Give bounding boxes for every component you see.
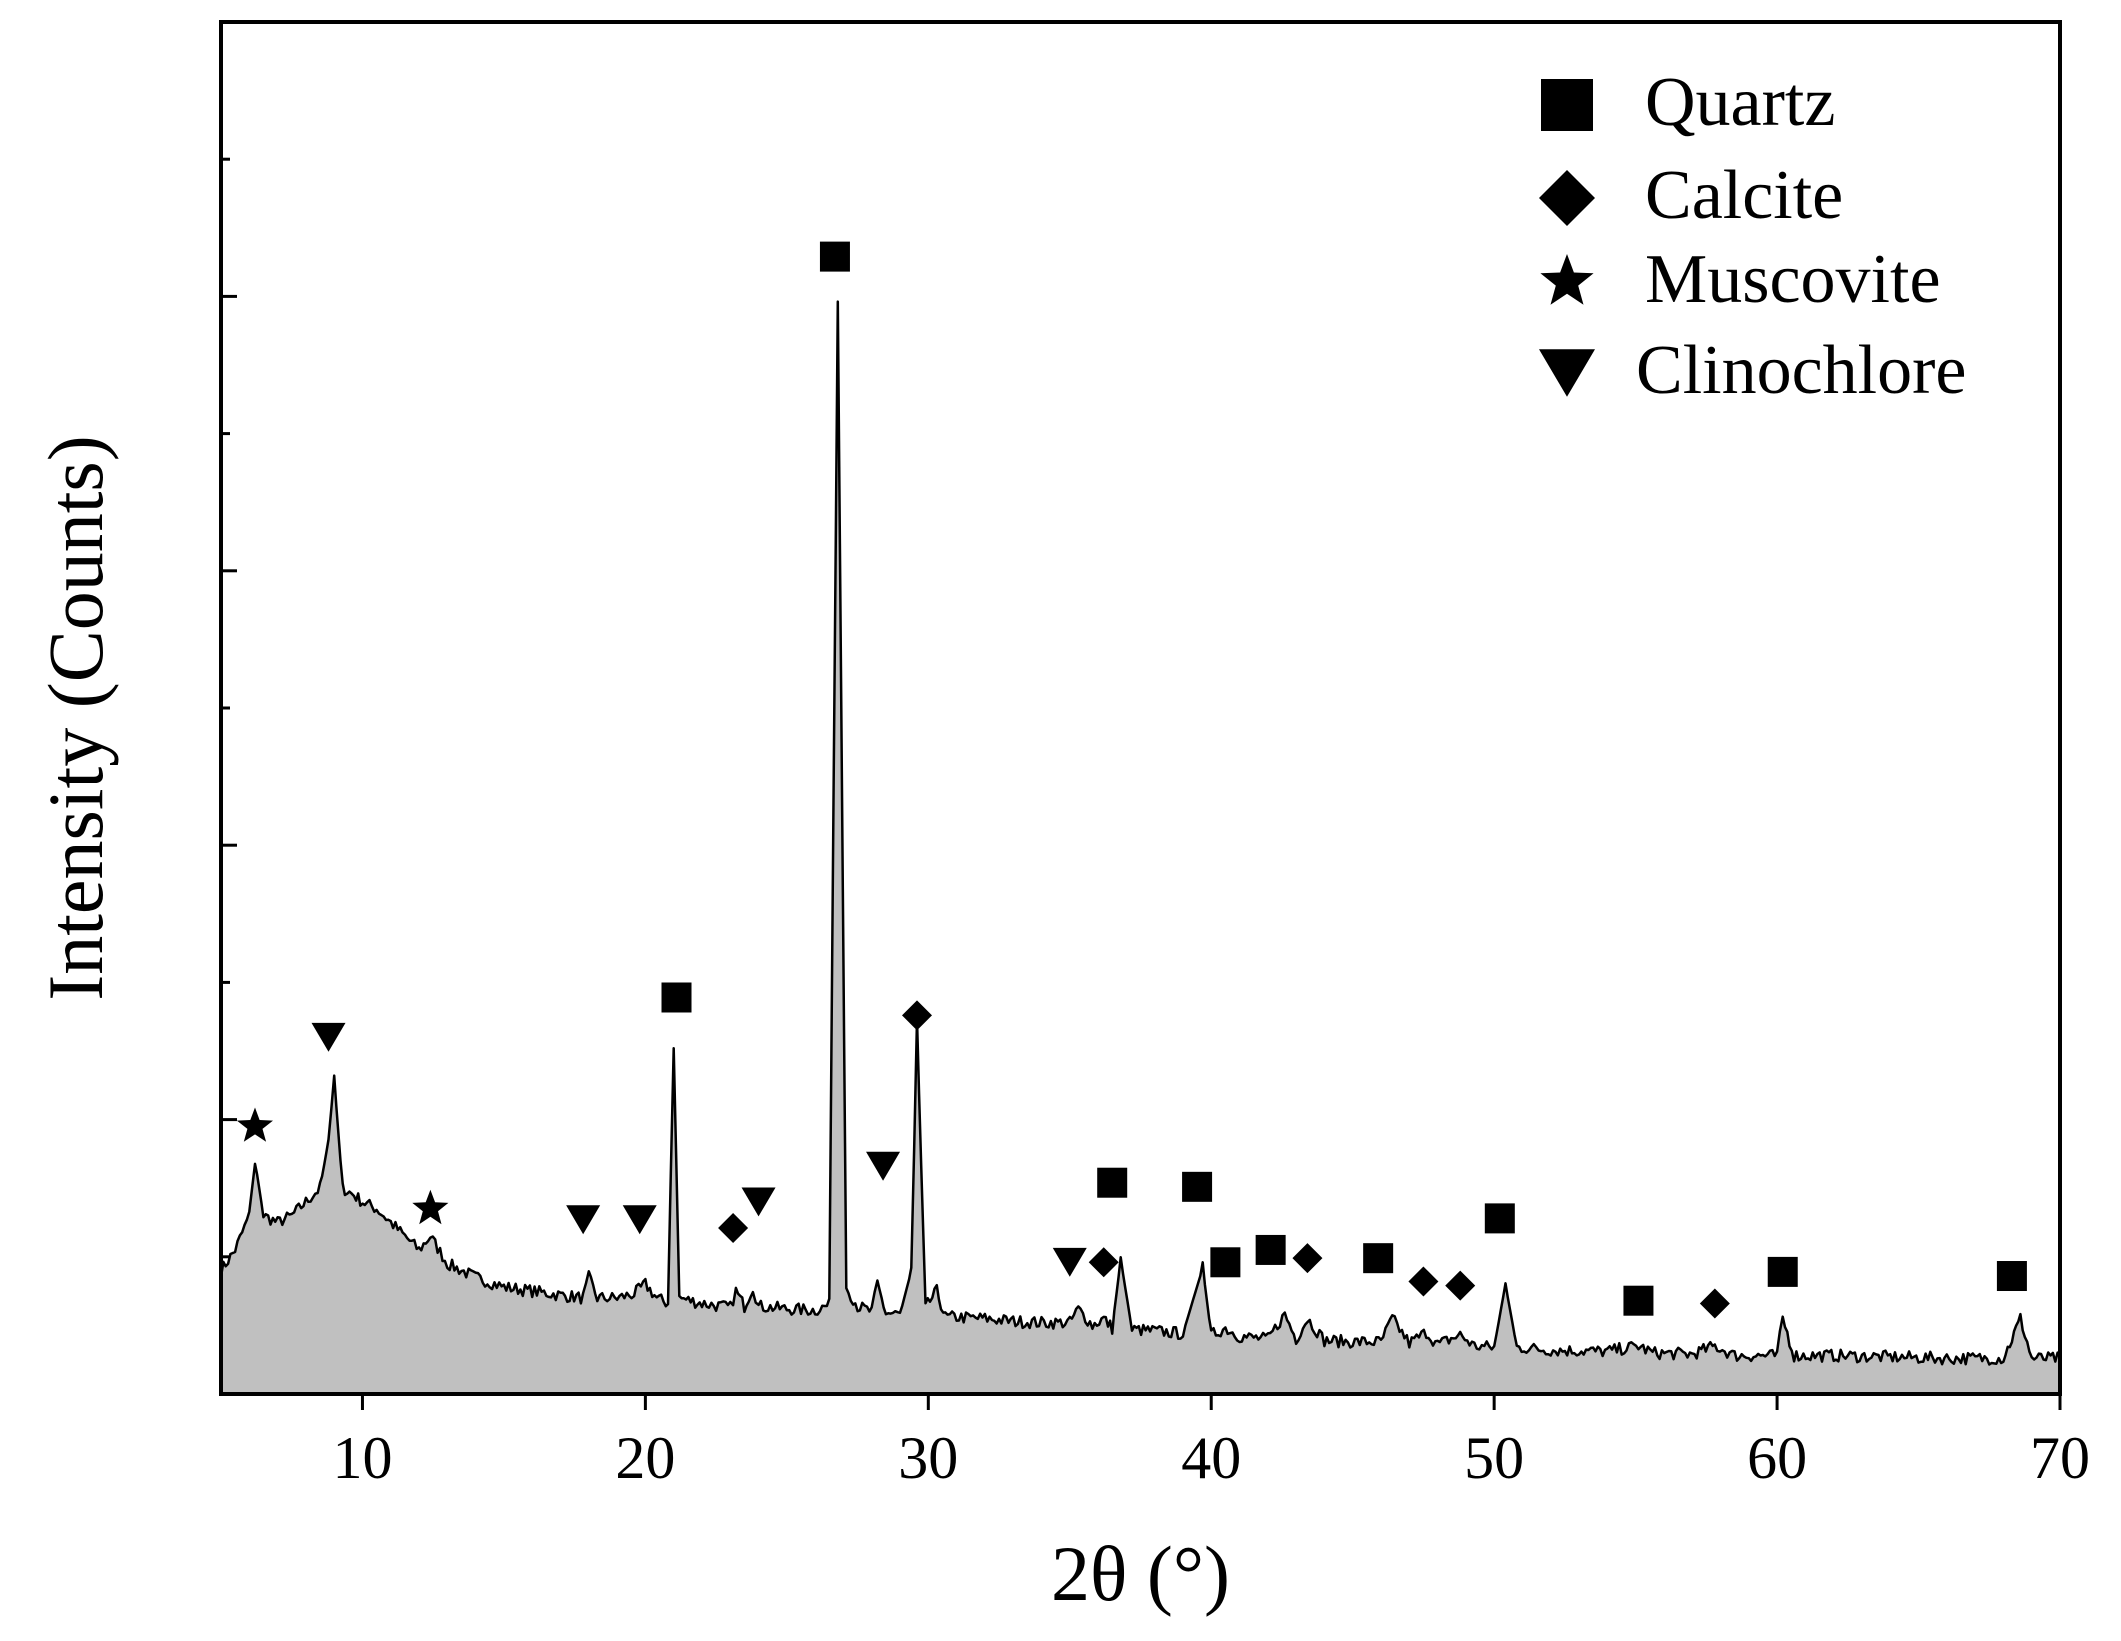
quartz-peak-marker	[1097, 1167, 1128, 1198]
calcite-peak-marker	[1445, 1270, 1476, 1301]
x-tick-label: 60	[1747, 1425, 1807, 1491]
clinochlore-peak-marker	[1052, 1247, 1087, 1277]
axes: 10 20 30 40 50 60 70	[221, 157, 2090, 1491]
x-tick-label: 50	[1464, 1425, 1524, 1491]
plot-area	[219, 300, 2062, 1395]
quartz-peak-marker	[1210, 1247, 1241, 1278]
x-tick-label: 30	[898, 1425, 958, 1491]
legend-item-muscovite: Muscovite	[1540, 241, 1941, 318]
x-tick-label: 70	[2030, 1425, 2090, 1491]
x-tick-label: 20	[615, 1425, 675, 1491]
x-tick-label: 40	[1181, 1425, 1241, 1491]
clinochlore-peak-marker	[566, 1205, 601, 1235]
diamond-icon	[1539, 170, 1595, 226]
calcite-peak-marker	[1088, 1247, 1119, 1278]
square-icon	[1541, 79, 1593, 131]
x-axis-title: 2θ (°)	[1051, 1530, 1230, 1617]
quartz-peak-marker	[1484, 1203, 1515, 1234]
triangle-down-icon	[1539, 349, 1595, 397]
clinochlore-peak-marker	[311, 1022, 346, 1052]
clinochlore-peak-marker	[866, 1151, 901, 1181]
muscovite-peak-marker	[412, 1189, 449, 1225]
quartz-peak-marker	[1623, 1285, 1654, 1316]
legend-item-quartz: Quartz	[1541, 64, 1835, 141]
legend-label: Quartz	[1645, 64, 1835, 141]
calcite-peak-marker	[901, 1000, 932, 1031]
diffraction-line	[219, 300, 2062, 1366]
quartz-peak-marker	[1255, 1234, 1286, 1265]
star-icon	[1540, 254, 1594, 305]
quartz-peak-marker	[1182, 1171, 1213, 1202]
legend-item-calcite: Calcite	[1539, 157, 1843, 234]
calcite-peak-marker	[718, 1212, 749, 1243]
legend-item-clinochlore: Clinochlore	[1539, 332, 1966, 409]
clinochlore-peak-marker	[741, 1187, 776, 1217]
calcite-peak-marker	[1408, 1266, 1439, 1297]
clinochlore-peak-marker	[622, 1205, 657, 1235]
x-tick-label: 10	[332, 1425, 392, 1491]
calcite-peak-marker	[1292, 1243, 1323, 1274]
legend-label: Clinochlore	[1636, 332, 1966, 409]
y-axis-title: Intensity (Counts)	[32, 435, 119, 1000]
quartz-peak-marker	[1363, 1243, 1394, 1274]
diffraction-fill	[221, 301, 2060, 1395]
calcite-peak-marker	[1699, 1288, 1730, 1319]
muscovite-peak-marker	[236, 1107, 273, 1142]
quartz-peak-marker	[661, 982, 692, 1013]
quartz-peak-marker	[1767, 1256, 1798, 1287]
peak-markers	[236, 241, 2027, 1319]
legend-label: Muscovite	[1645, 241, 1941, 318]
quartz-peak-marker	[819, 241, 850, 272]
legend-label: Calcite	[1645, 157, 1843, 234]
quartz-peak-marker	[1996, 1261, 2027, 1292]
